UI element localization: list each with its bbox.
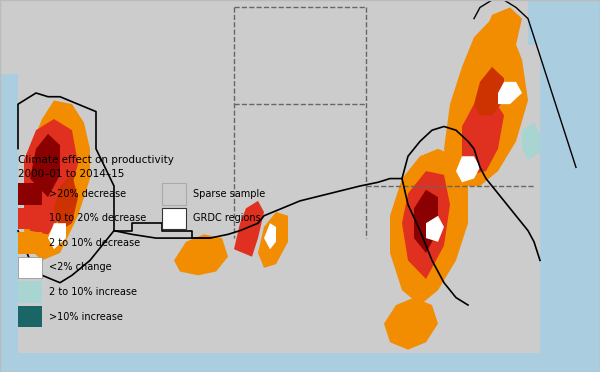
Text: 2 to 10% increase: 2 to 10% increase (49, 287, 137, 297)
Polygon shape (48, 223, 66, 249)
Bar (162, 208, 186, 229)
Polygon shape (384, 298, 438, 350)
Polygon shape (264, 223, 276, 249)
Polygon shape (24, 119, 78, 234)
Polygon shape (498, 82, 522, 104)
Polygon shape (0, 74, 18, 372)
Polygon shape (258, 212, 288, 268)
Text: <2% change: <2% change (49, 263, 112, 272)
Polygon shape (234, 201, 264, 257)
Polygon shape (30, 134, 60, 197)
Text: 10 to 20% decrease: 10 to 20% decrease (49, 214, 146, 223)
Text: Climate effect on productivity
2000–01 to 2014–15: Climate effect on productivity 2000–01 t… (18, 155, 174, 179)
Bar (162, 183, 186, 205)
Text: Sparse sample: Sparse sample (193, 189, 265, 199)
Polygon shape (402, 171, 450, 279)
Bar (18, 208, 42, 229)
Polygon shape (24, 100, 90, 260)
Polygon shape (522, 123, 540, 160)
Bar (18, 306, 42, 327)
Polygon shape (528, 0, 600, 45)
Text: >20% decrease: >20% decrease (49, 189, 127, 199)
Bar (18, 281, 42, 303)
Polygon shape (456, 156, 480, 182)
Polygon shape (462, 97, 504, 175)
Polygon shape (540, 0, 600, 372)
Text: 2 to 10% decrease: 2 to 10% decrease (49, 238, 140, 248)
Polygon shape (474, 67, 504, 115)
Polygon shape (426, 216, 444, 242)
Polygon shape (174, 234, 228, 275)
Bar (18, 183, 42, 205)
Polygon shape (414, 190, 438, 253)
Text: >10% increase: >10% increase (49, 312, 123, 321)
Bar (18, 232, 42, 254)
Bar (18, 257, 42, 278)
Polygon shape (390, 149, 468, 305)
Text: GRDC regions: GRDC regions (193, 214, 261, 223)
Polygon shape (54, 175, 78, 231)
Polygon shape (480, 7, 522, 56)
Polygon shape (444, 19, 528, 186)
Polygon shape (0, 353, 600, 372)
